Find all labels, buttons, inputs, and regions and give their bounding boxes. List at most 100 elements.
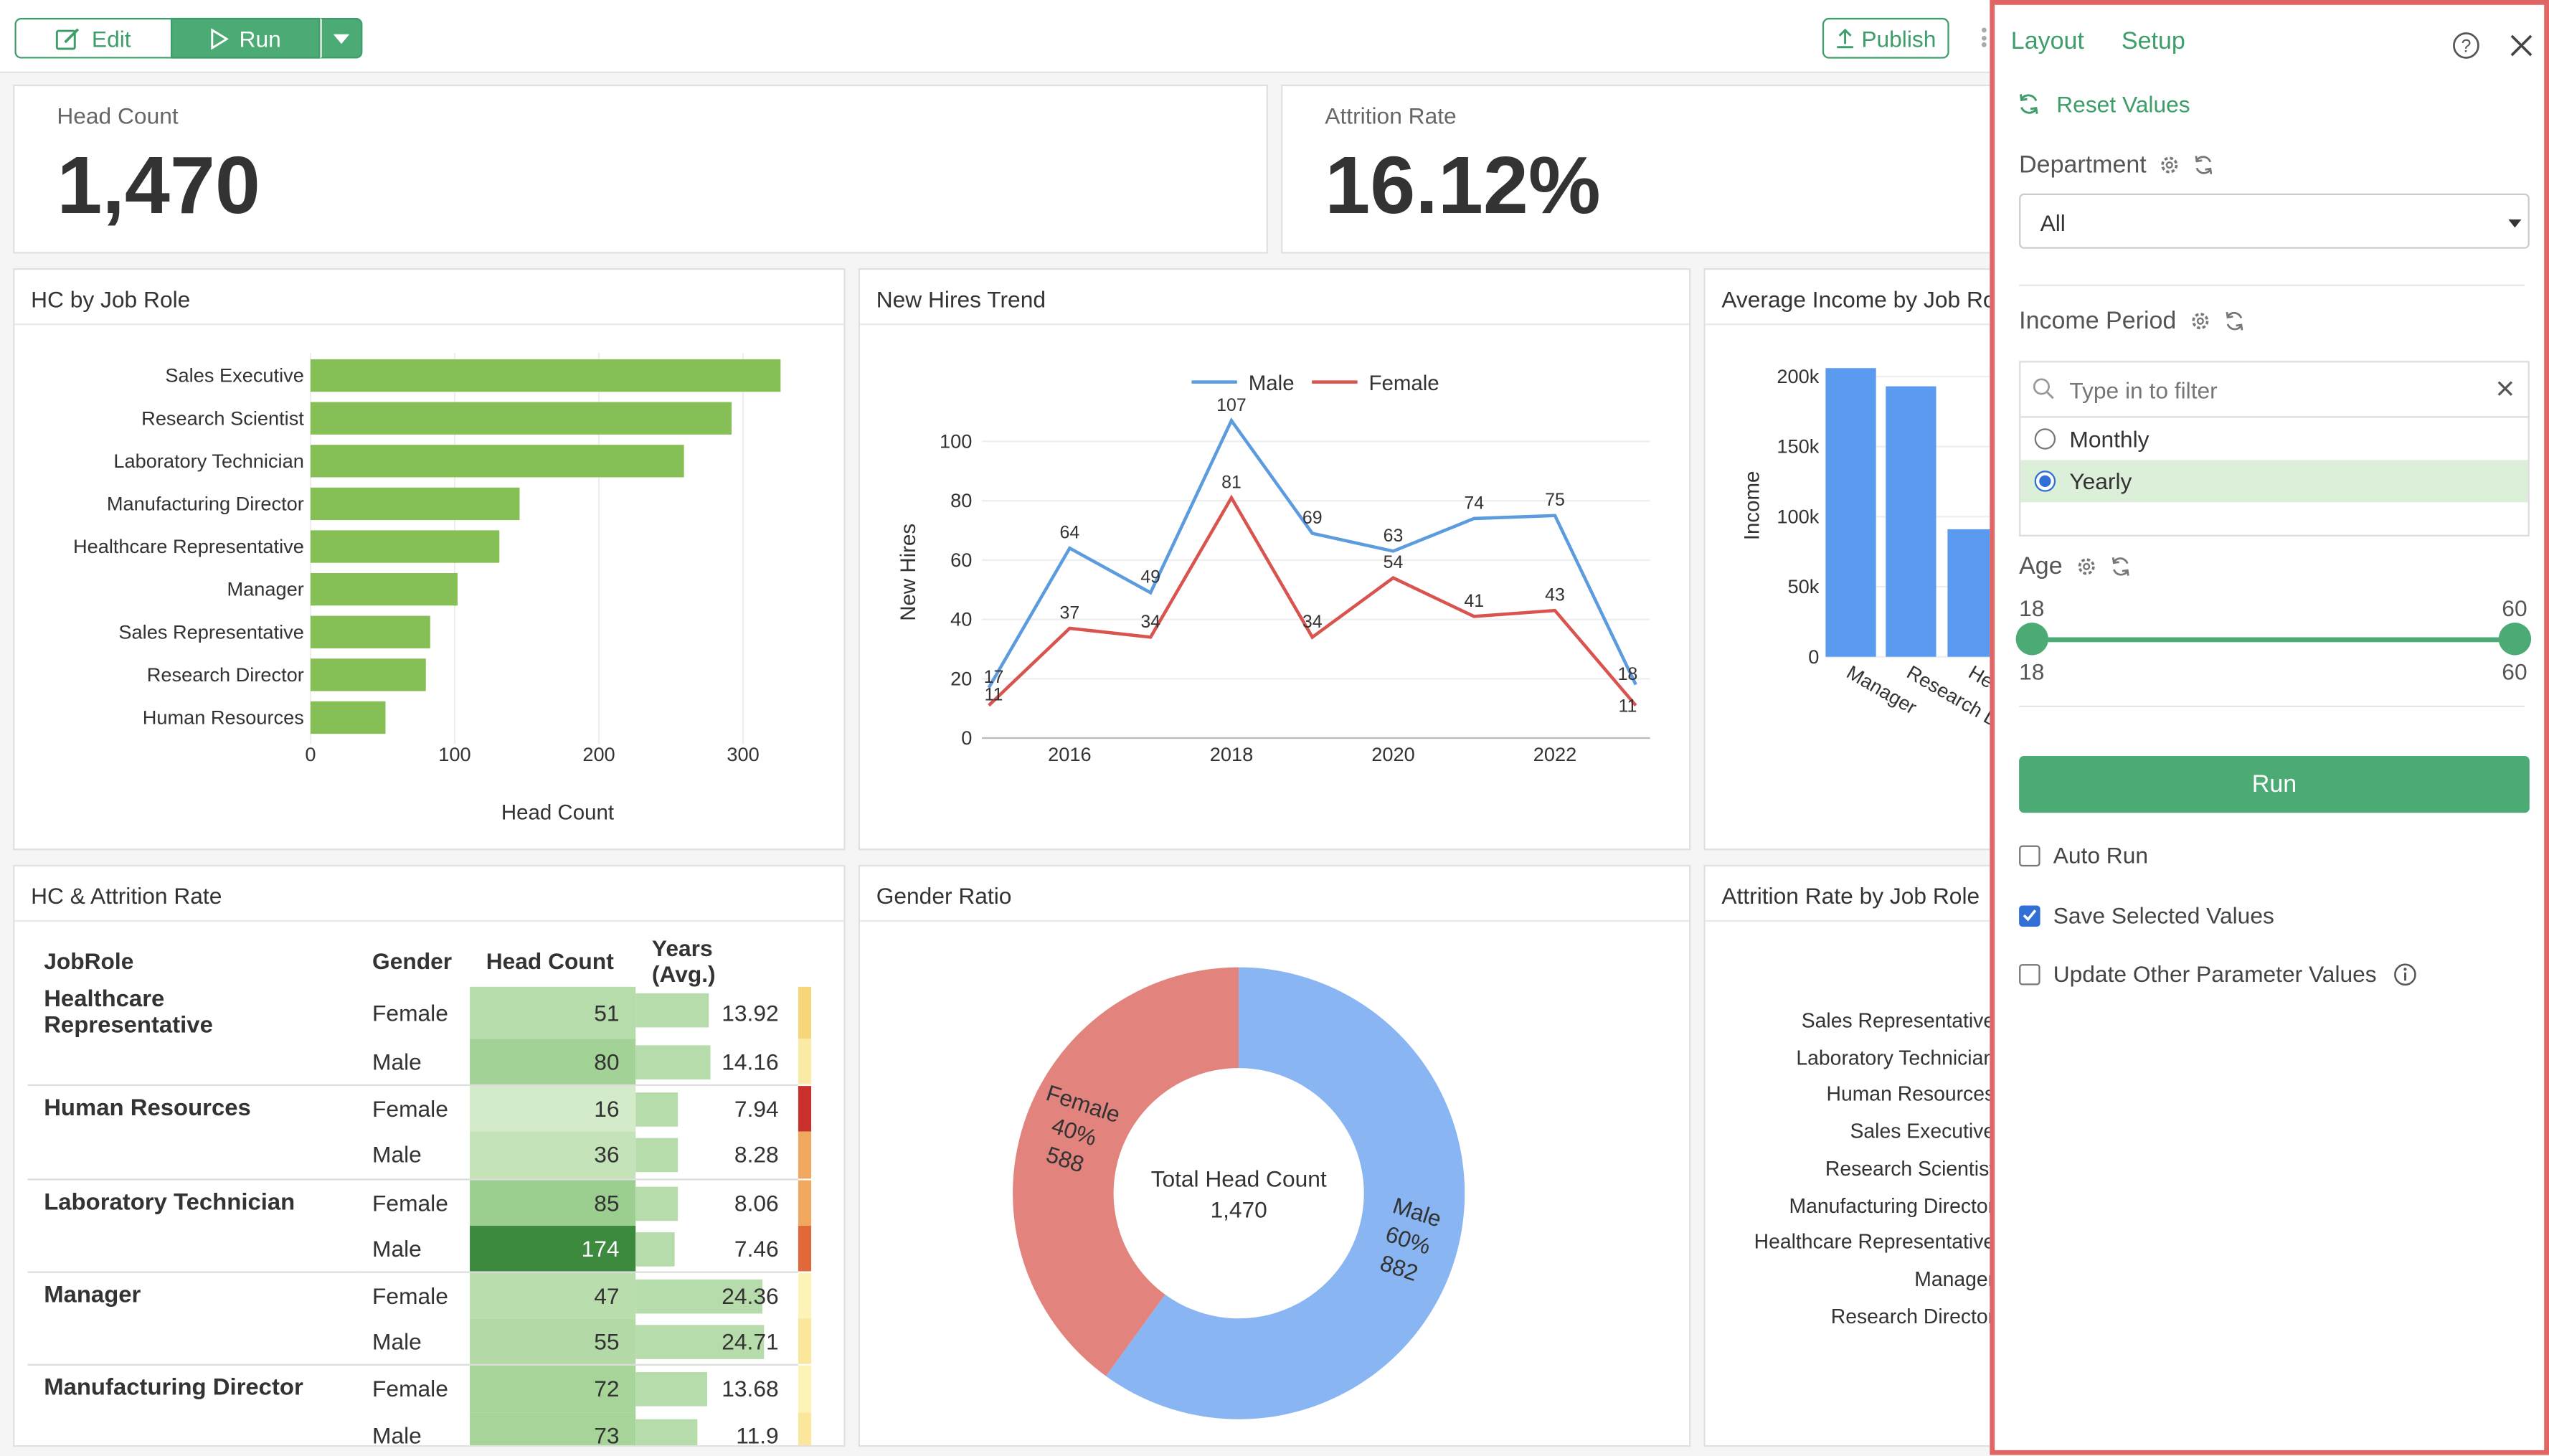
income-period-list: Monthly Yearly xyxy=(2019,361,2530,536)
head-count-cell: 16 xyxy=(470,1085,636,1133)
category-label: Research Scientist xyxy=(141,407,304,429)
age-slider-max-handle[interactable] xyxy=(2498,623,2532,656)
publish-button[interactable]: Publish xyxy=(1822,17,1949,59)
age-slider-max-value: 60 xyxy=(2502,595,2527,621)
table-row: Male 80 14.16 xyxy=(28,1039,812,1086)
y-tick-label: 200k xyxy=(1777,365,1819,387)
years-cell: 11.9 xyxy=(635,1412,812,1447)
bar xyxy=(310,701,386,734)
years-bar xyxy=(635,1279,763,1314)
category-label: Healthcare Representative xyxy=(73,535,304,557)
attrition-by-role-card: Attrition Rate by Job Role Sales Represe… xyxy=(1703,864,2029,1447)
years-bar xyxy=(635,1418,699,1446)
department-select[interactable]: All xyxy=(2019,193,2530,249)
years-cell: 24.71 xyxy=(635,1318,812,1365)
help-icon[interactable]: ? xyxy=(2451,31,2481,60)
tab-layout[interactable]: Layout xyxy=(2010,27,2084,56)
auto-run-option[interactable]: Auto Run xyxy=(2019,842,2148,868)
update-others-option[interactable]: Update Other Parameter Values xyxy=(2019,961,2417,987)
x-tick-label: 100 xyxy=(438,743,470,765)
data-label: 41 xyxy=(1464,591,1484,611)
refresh-icon[interactable] xyxy=(2193,154,2214,175)
category-label: Manufacturing Director xyxy=(1789,1193,1995,1217)
hc-attrition-card: HC & Attrition Rate JobRole Gender Head … xyxy=(13,864,846,1447)
clear-icon[interactable] xyxy=(2497,380,2513,397)
data-label: 17 xyxy=(984,667,1004,687)
category-label: Laboratory Technician xyxy=(113,450,304,472)
years-value: 24.36 xyxy=(722,1282,779,1309)
tab-setup[interactable]: Setup xyxy=(2121,27,2185,56)
bar xyxy=(310,402,732,435)
card-title: Attrition Rate by Job Role xyxy=(1721,882,1980,909)
gear-icon[interactable] xyxy=(2160,154,2180,175)
option-monthly[interactable]: Monthly xyxy=(2020,418,2527,460)
head-count-cell: 85 xyxy=(470,1178,636,1226)
job-role-cell xyxy=(28,1132,356,1178)
years-value: 11.9 xyxy=(736,1422,779,1447)
upload-icon xyxy=(1837,28,1853,49)
income-period-label: Income Period xyxy=(2019,307,2177,335)
head-count-cell: 47 xyxy=(470,1272,636,1319)
gender-cell: Male xyxy=(372,1049,422,1075)
age-min-label: 18 xyxy=(2019,658,2045,685)
gender-cell: Male xyxy=(372,1328,422,1355)
age-label: Age xyxy=(2019,552,2063,581)
age-slider-min-handle[interactable] xyxy=(2015,623,2048,656)
run-button[interactable]: Run xyxy=(170,17,321,59)
more-menu-icon[interactable] xyxy=(1981,27,1987,47)
x-tick-label: 2016 xyxy=(1048,743,1091,765)
years-value: 7.46 xyxy=(734,1235,779,1262)
checkbox-unchecked[interactable] xyxy=(2019,844,2040,866)
years-value: 13.92 xyxy=(722,999,779,1026)
gear-icon[interactable] xyxy=(2076,556,2096,577)
card-title: New Hires Trend xyxy=(876,285,1046,313)
radio-checked-icon xyxy=(2034,471,2056,492)
center-label: Total Head Count xyxy=(1151,1166,1327,1192)
gender-cell: Female xyxy=(372,1189,448,1216)
y-tick-label: 100 xyxy=(940,430,972,452)
gender-cell: Male xyxy=(372,1142,422,1168)
run-options-dropdown[interactable] xyxy=(320,17,363,59)
checkbox-unchecked[interactable] xyxy=(2019,963,2040,985)
filter-input[interactable] xyxy=(2066,372,2479,408)
reset-values-button[interactable]: Reset Values xyxy=(2018,91,2190,117)
age-slider[interactable] xyxy=(2032,637,2515,643)
years-bar xyxy=(635,993,709,1028)
table-row: Male 174 7.46 xyxy=(28,1225,812,1272)
years-bar xyxy=(635,1232,675,1267)
category-label: Research Director xyxy=(147,663,304,686)
bar xyxy=(1886,386,1936,657)
data-label: 49 xyxy=(1140,567,1160,587)
bar xyxy=(310,445,684,478)
years-bar xyxy=(635,1186,678,1221)
pie-slice xyxy=(1013,967,1239,1376)
checkbox-checked[interactable] xyxy=(2019,904,2040,926)
category-label: Manager xyxy=(227,578,304,600)
y-axis-label: Income xyxy=(1740,471,1764,541)
panel-run-button[interactable]: Run xyxy=(2019,755,2530,813)
info-icon[interactable] xyxy=(2393,962,2417,986)
hc-attrition-table: JobRole Gender Head Count Years (Avg.) H… xyxy=(27,935,812,1447)
gender-ratio-card: Gender Ratio Male60%882 Female40%588 Total… xyxy=(858,864,1691,1447)
x-axis-label: Head Count xyxy=(501,800,614,824)
run-label: Run xyxy=(2251,770,2297,798)
close-icon[interactable] xyxy=(2510,34,2533,57)
refresh-icon[interactable] xyxy=(2223,311,2244,331)
divider xyxy=(2019,284,2525,286)
head-count-cell: 72 xyxy=(470,1365,636,1412)
caret-down-icon xyxy=(2508,219,2522,228)
head-count-cell: 73 xyxy=(470,1412,636,1446)
save-values-option[interactable]: Save Selected Values xyxy=(2019,902,2274,928)
card-title: HC by Job Role xyxy=(31,285,191,313)
table-row: Manager Female 47 24.36 xyxy=(27,1272,812,1319)
years-value: 8.06 xyxy=(734,1189,779,1216)
attrition-color-cell xyxy=(798,986,812,1039)
edit-button[interactable]: Edit xyxy=(14,17,171,59)
gear-icon[interactable] xyxy=(2189,311,2210,331)
option-label: Yearly xyxy=(2069,468,2132,495)
refresh-icon[interactable] xyxy=(2109,556,2130,577)
play-icon xyxy=(211,27,230,49)
card-header xyxy=(14,866,844,922)
option-yearly[interactable]: Yearly xyxy=(2020,460,2528,503)
table-header-row: JobRole Gender Head Count Years (Avg.) xyxy=(28,935,798,987)
